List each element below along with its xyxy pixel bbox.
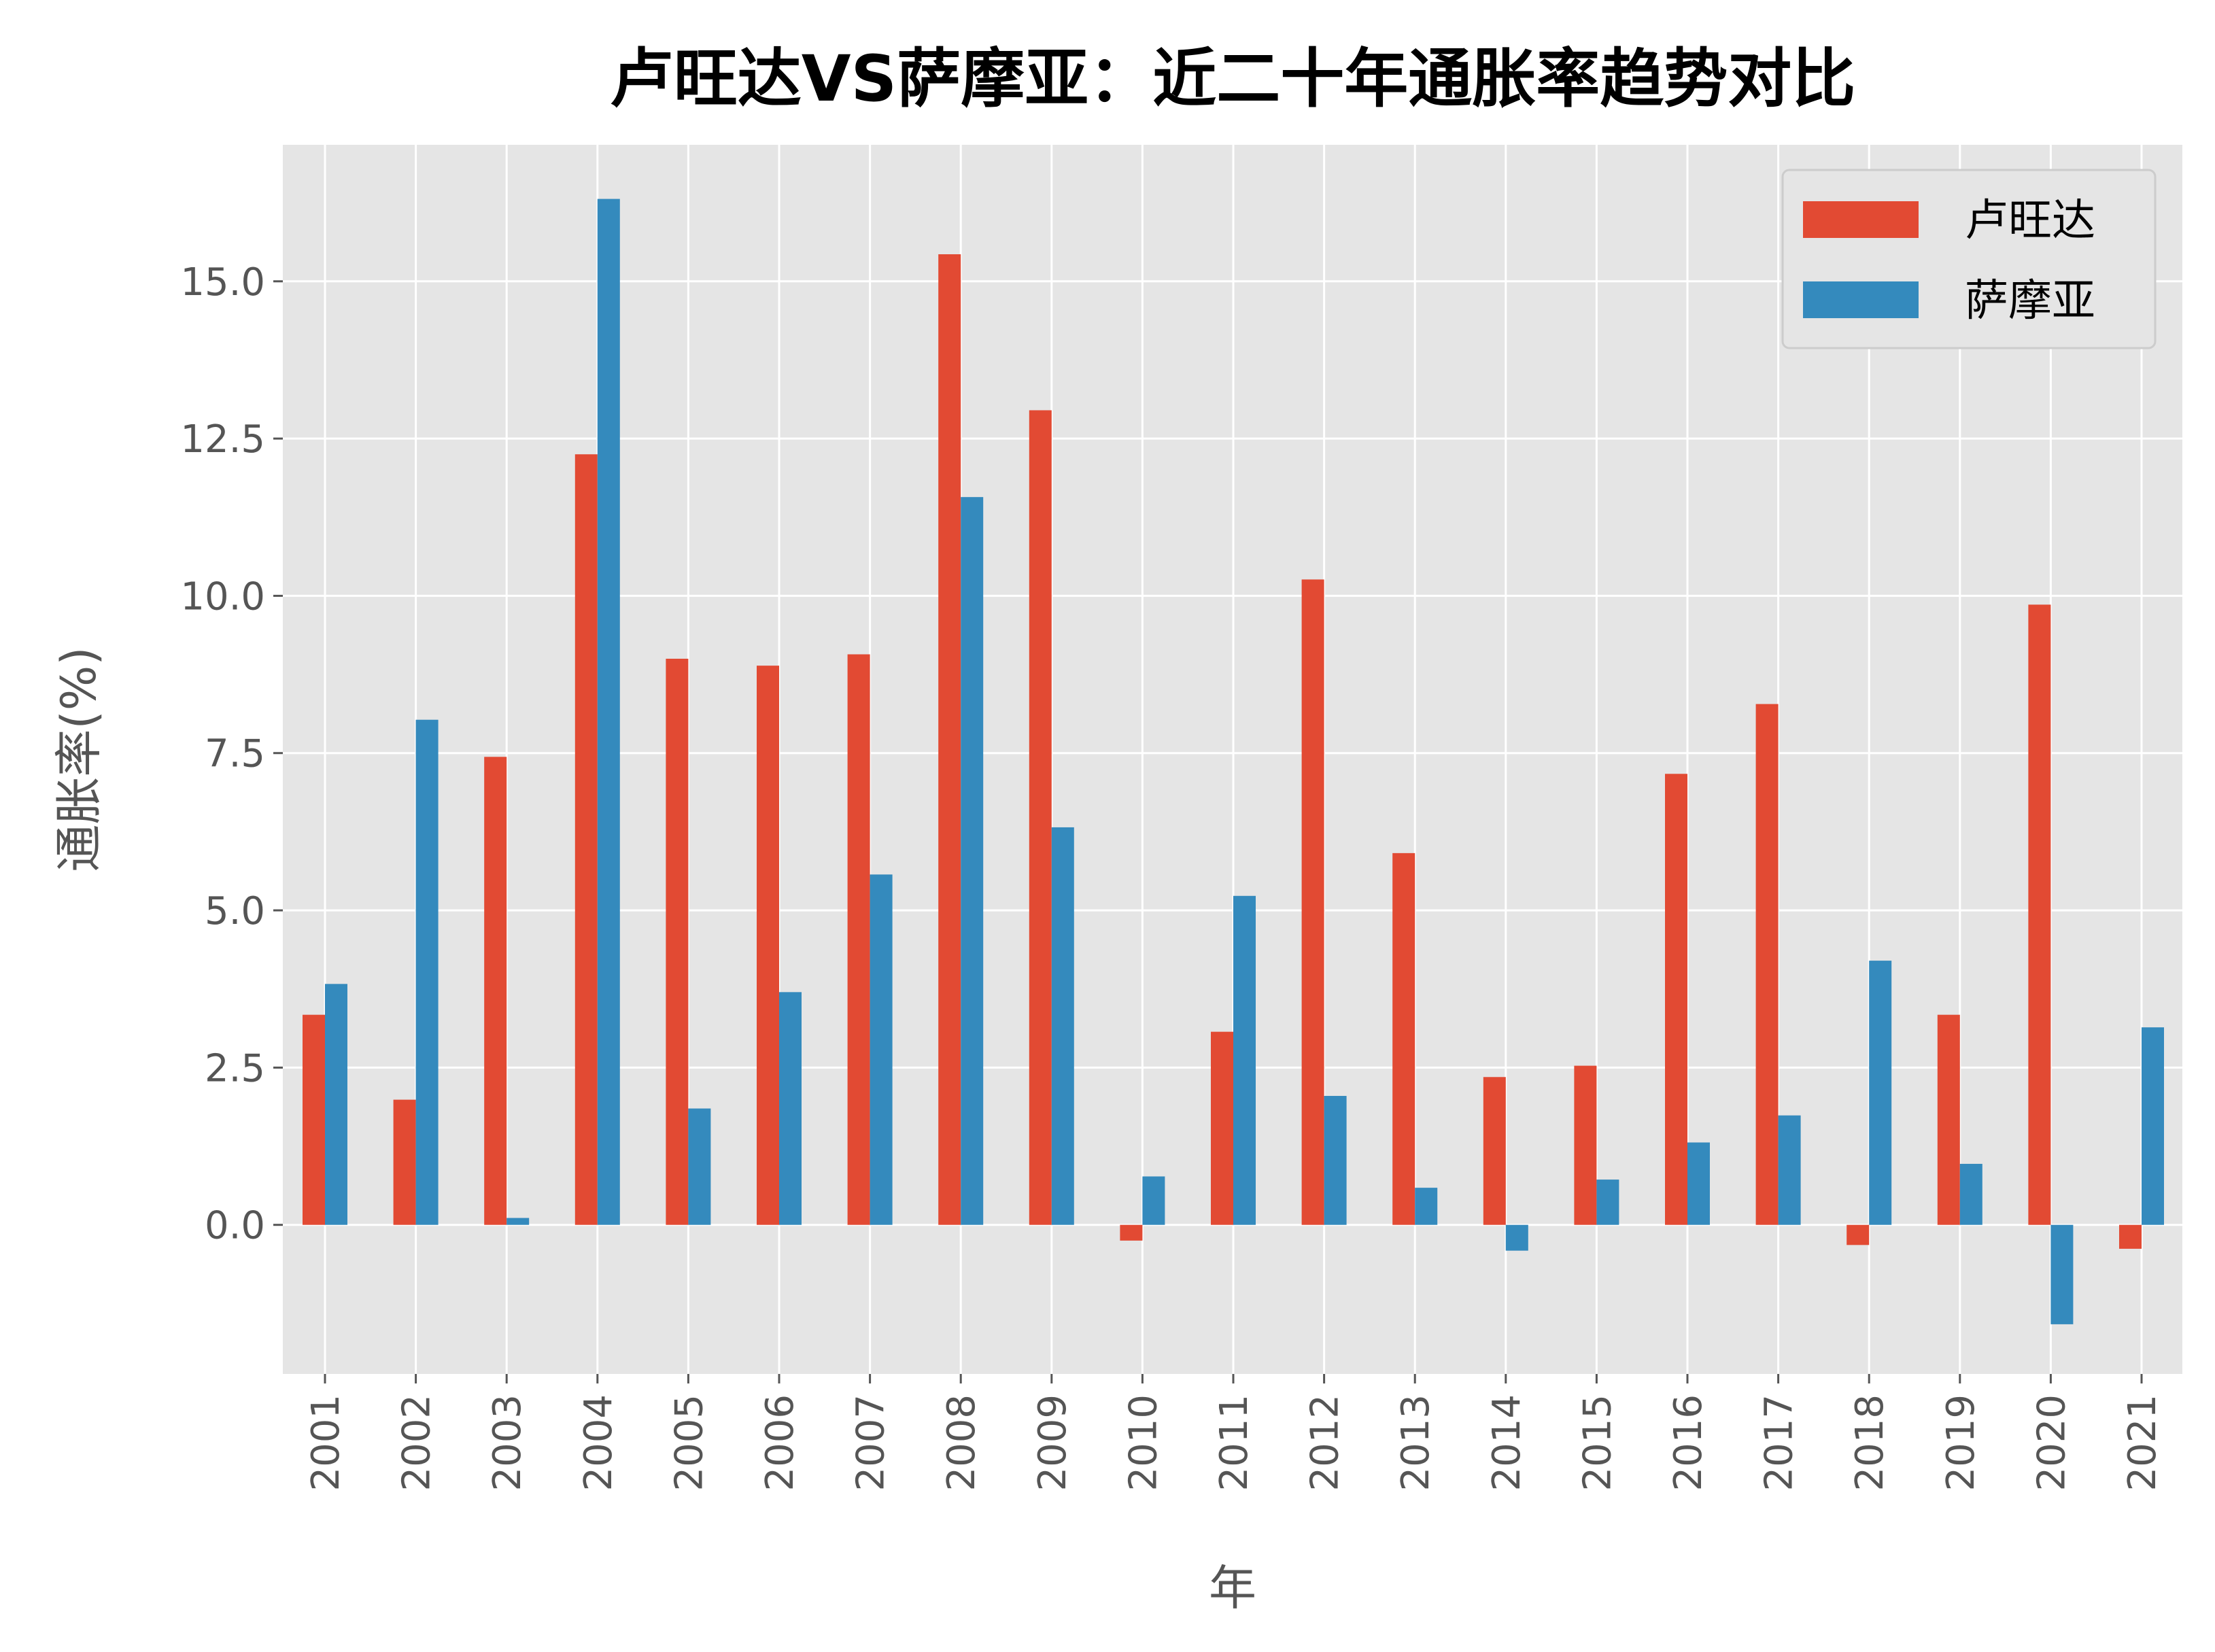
- bar-rwanda-2004: [574, 454, 598, 1225]
- bar-rwanda-2018: [1847, 1224, 1870, 1245]
- bar-rwanda-2020: [2028, 604, 2051, 1225]
- bar-samoa-2011: [1233, 895, 1256, 1225]
- x-tick-label: 2004: [577, 1394, 621, 1492]
- legend-swatch-samoa: [1803, 281, 1919, 318]
- y-tick-label: 15.0: [180, 260, 265, 305]
- y-tick-label: 2.5: [205, 1046, 265, 1090]
- x-tick-label: 2006: [758, 1394, 802, 1492]
- x-tick-label: 2021: [2120, 1394, 2165, 1492]
- bar-rwanda-2002: [393, 1099, 416, 1225]
- x-tick-label: 2018: [1848, 1394, 1892, 1492]
- x-axis-label: 年: [1209, 1560, 1256, 1616]
- bar-rwanda-2019: [1937, 1014, 1960, 1225]
- bar-samoa-2007: [870, 874, 893, 1225]
- x-tick-label: 2014: [1485, 1394, 1529, 1492]
- bar-rwanda-2012: [1301, 579, 1324, 1225]
- x-tick-label: 2002: [395, 1394, 439, 1492]
- y-tick-label: 7.5: [205, 732, 265, 776]
- bar-rwanda-2006: [757, 666, 779, 1225]
- bar-samoa-2021: [2142, 1027, 2164, 1225]
- bar-samoa-2005: [688, 1108, 711, 1225]
- bar-samoa-2020: [2050, 1224, 2074, 1324]
- bar-rwanda-2009: [1029, 410, 1052, 1225]
- bar-samoa-2008: [961, 497, 984, 1225]
- bar-samoa-2015: [1596, 1180, 1619, 1225]
- x-tick-label: 2013: [1394, 1394, 1438, 1492]
- y-axis-label: 通胀率(%): [51, 647, 107, 872]
- x-tick-label: 2017: [1757, 1394, 1802, 1492]
- bar-samoa-2017: [1778, 1115, 1801, 1225]
- x-tick-label: 2015: [1575, 1394, 1619, 1492]
- bar-rwanda-2015: [1574, 1065, 1597, 1225]
- bar-samoa-2002: [415, 719, 439, 1225]
- bar-rwanda-2013: [1392, 853, 1415, 1225]
- x-tick-label: 2011: [1212, 1394, 1256, 1492]
- bar-samoa-2018: [1869, 961, 1892, 1225]
- x-tick-label: 2003: [485, 1394, 530, 1492]
- bar-samoa-2016: [1687, 1142, 1710, 1225]
- x-tick-label: 2008: [940, 1394, 984, 1492]
- y-tick-label: 12.5: [180, 417, 265, 462]
- legend-swatch-rwanda: [1803, 201, 1919, 238]
- y-tick-label: 10.0: [180, 574, 265, 619]
- y-tick-label: 5.0: [205, 889, 265, 933]
- bar-rwanda-2008: [938, 254, 961, 1225]
- legend-label-samoa: 萨摩亚: [1965, 276, 2095, 326]
- bar-samoa-2001: [325, 984, 347, 1225]
- legend: 卢旺达 萨摩亚: [1781, 169, 2157, 349]
- bar-rwanda-2011: [1211, 1031, 1233, 1225]
- bar-samoa-2006: [779, 992, 802, 1225]
- x-tick-label: 2001: [304, 1394, 348, 1492]
- bar-samoa-2004: [597, 199, 620, 1225]
- bar-rwanda-2003: [484, 757, 507, 1225]
- bar-samoa-2012: [1324, 1096, 1347, 1225]
- bar-rwanda-2014: [1483, 1077, 1506, 1225]
- bar-samoa-2019: [1959, 1163, 1982, 1225]
- bar-rwanda-2016: [1665, 774, 1687, 1225]
- chart-title: 卢旺达VS萨摩亚：近二十年通胀率趋势对比: [610, 42, 1855, 116]
- bar-samoa-2014: [1505, 1224, 1528, 1251]
- x-tick-label: 2010: [1121, 1394, 1165, 1492]
- bar-rwanda-2021: [2119, 1224, 2142, 1249]
- bar-rwanda-2007: [847, 654, 870, 1225]
- bar-rwanda-2017: [1755, 704, 1779, 1225]
- x-tick-label: 2012: [1303, 1394, 1347, 1492]
- legend-label-rwanda: 卢旺达: [1965, 196, 2095, 246]
- bar-rwanda-2001: [303, 1014, 325, 1225]
- x-tick-label: 2016: [1666, 1394, 1711, 1492]
- x-tick-label: 2009: [1031, 1394, 1075, 1492]
- bar-rwanda-2005: [666, 658, 689, 1225]
- bar-samoa-2010: [1142, 1176, 1165, 1225]
- x-tick-label: 2019: [1939, 1394, 1983, 1492]
- x-tick-label: 2007: [849, 1394, 893, 1492]
- bar-samoa-2009: [1051, 827, 1074, 1225]
- bar-samoa-2003: [506, 1218, 530, 1225]
- bar-samoa-2013: [1415, 1188, 1438, 1225]
- bar-rwanda-2010: [1120, 1224, 1143, 1241]
- x-tick-label: 2005: [667, 1394, 711, 1492]
- x-tick-label: 2020: [2029, 1394, 2074, 1492]
- y-tick-label: 0.0: [205, 1204, 265, 1248]
